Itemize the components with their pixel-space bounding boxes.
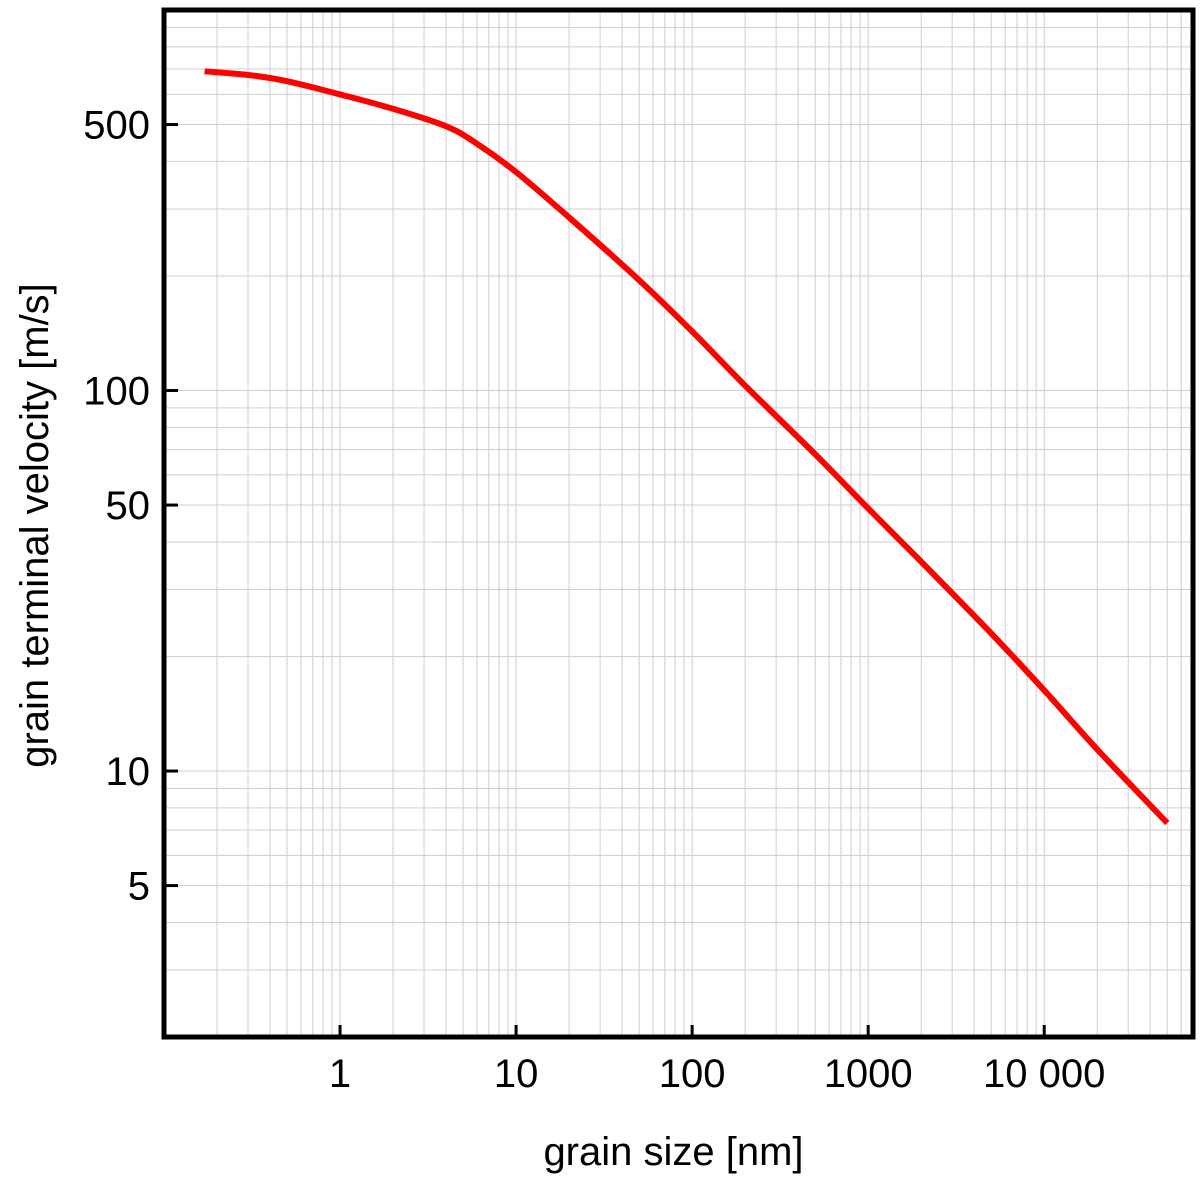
grid (164, 10, 1193, 1037)
axis-ticks: 1 10 100 1000 10 000 5 10 50 100 500 (83, 104, 1105, 1096)
y-axis-title: grain terminal velocity [m/s] (13, 283, 57, 768)
y-tick-label: 10 (106, 750, 151, 794)
x-tick-label: 1 (329, 1052, 351, 1096)
y-tick-label: 500 (83, 104, 150, 148)
x-axis-title: grain size [nm] (543, 1130, 803, 1174)
x-tick-label: 10 (494, 1052, 539, 1096)
series-line-0 (204, 68, 1170, 826)
series-layer (204, 68, 1170, 826)
y-tick-label: 5 (128, 865, 150, 909)
y-tick-label: 100 (83, 370, 150, 414)
y-tick-label: 50 (106, 484, 151, 528)
plot-frame (161, 7, 1196, 1040)
x-tick-label: 10 000 (983, 1052, 1105, 1096)
x-tick-label: 100 (659, 1052, 726, 1096)
x-tick-label: 1000 (824, 1052, 913, 1096)
